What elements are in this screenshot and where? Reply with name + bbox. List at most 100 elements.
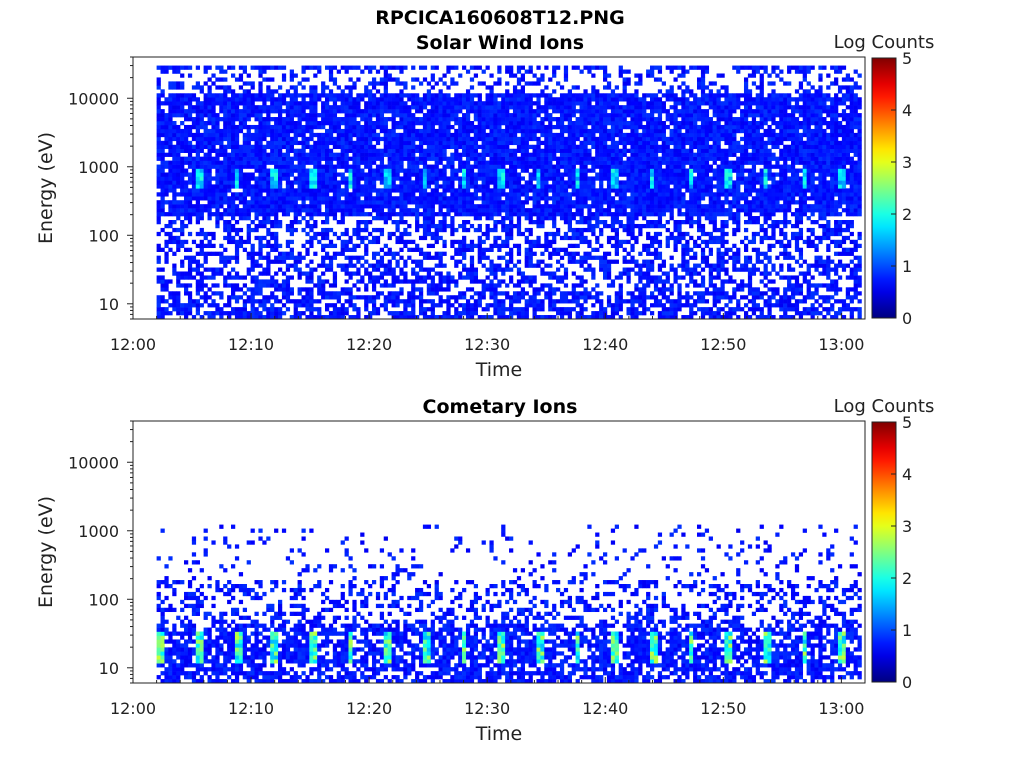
heatmap-cell [344,291,349,296]
heatmap-cell [313,168,318,173]
heatmap-cell [446,164,451,169]
heatmap-cell [583,168,588,173]
heatmap-cell [219,128,224,134]
heatmap-cell [442,216,447,221]
heatmap-cell [356,267,361,272]
heatmap-cell [321,113,326,118]
heatmap-cell [321,93,326,98]
heatmap-cell [516,243,522,249]
heatmap-cell [227,121,232,126]
heatmap-cell [250,93,255,98]
heatmap-cell [563,188,569,193]
heatmap-cell [368,65,373,70]
heatmap-cell [274,208,279,213]
heatmap-cell [446,200,451,205]
heatmap-cell [579,117,584,122]
heatmap-cell [442,117,447,122]
heatmap-cell [352,85,357,90]
heatmap-cell [501,220,506,225]
heatmap-cell [505,132,510,138]
heatmap-cell [462,184,467,189]
heatmap-cell [524,275,529,280]
heatmap-cell [446,307,451,312]
heatmap-cell [548,291,553,296]
heatmap-cell [242,140,247,146]
heatmap-cell [305,204,310,209]
heatmap-cell [195,283,200,288]
heatmap-cell [246,73,251,78]
heatmap-cell [485,144,490,150]
heatmap-cell [262,303,267,308]
heatmap-cell [540,271,545,276]
heatmap-cell [387,152,392,157]
heatmap-cell [164,69,169,74]
heatmap-cell [254,287,259,292]
heatmap-cell [458,128,463,134]
heatmap-cell [364,204,369,209]
heatmap-cell [191,172,197,177]
heatmap-cell [184,136,189,142]
heatmap-cell [203,204,208,209]
heatmap-cell [422,97,428,102]
heatmap-cell [305,299,310,304]
heatmap-cell [379,97,385,102]
heatmap-cell [215,113,220,118]
heatmap-cell [297,168,302,173]
heatmap-cell [520,188,525,193]
heatmap-cell [364,299,369,304]
heatmap-cell [505,121,510,126]
heatmap-cell [246,223,251,229]
heatmap-cell [509,275,514,280]
heatmap-cell [227,188,232,193]
heatmap-cell [289,73,294,78]
heatmap-cell [309,204,314,209]
heatmap-cell [195,184,200,189]
heatmap-cell [195,216,200,221]
heatmap-cell [556,65,561,70]
heatmap-cell [520,105,525,110]
heatmap-cell [485,105,490,110]
heatmap-cell [332,117,338,122]
heatmap-cell [465,148,471,153]
heatmap-cell [407,223,412,229]
heatmap-cell [379,117,385,122]
heatmap-cell [321,227,326,233]
heatmap-cell [583,200,588,205]
heatmap-cell [540,208,545,213]
heatmap-cell [371,85,377,90]
heatmap-cell [172,196,177,201]
heatmap-cell [184,212,189,217]
heatmap-cell [211,200,216,205]
heatmap-cell [211,148,216,153]
heatmap-cell [242,105,247,110]
heatmap-cell [469,164,475,169]
heatmap-cell [172,180,177,185]
heatmap-cell [391,97,396,102]
heatmap-cell [313,156,318,161]
heatmap-cell [509,200,514,205]
heatmap-cell [180,101,185,106]
heatmap-cell [544,196,549,201]
heatmap-cell [215,65,220,70]
heatmap-cell [301,156,306,161]
heatmap-cell [489,271,494,276]
heatmap-cell [262,172,267,177]
heatmap-cell [309,243,314,249]
heatmap-cell [375,89,381,94]
heatmap-cell [501,113,506,118]
heatmap-cell [207,89,212,94]
heatmap-cell [180,239,185,245]
heatmap-cell [399,156,404,161]
heatmap-cell [454,200,459,205]
heatmap-cell [434,180,439,185]
heatmap-cell [563,295,569,300]
heatmap-cell [278,152,283,157]
heatmap-cell [532,263,537,268]
heatmap-cell [403,105,408,110]
heatmap-cell [411,196,416,201]
heatmap-cell [383,263,388,268]
heatmap-cell [234,196,240,201]
heatmap-cell [254,235,259,241]
heatmap-cell [250,243,255,249]
heatmap-cell [411,299,416,304]
